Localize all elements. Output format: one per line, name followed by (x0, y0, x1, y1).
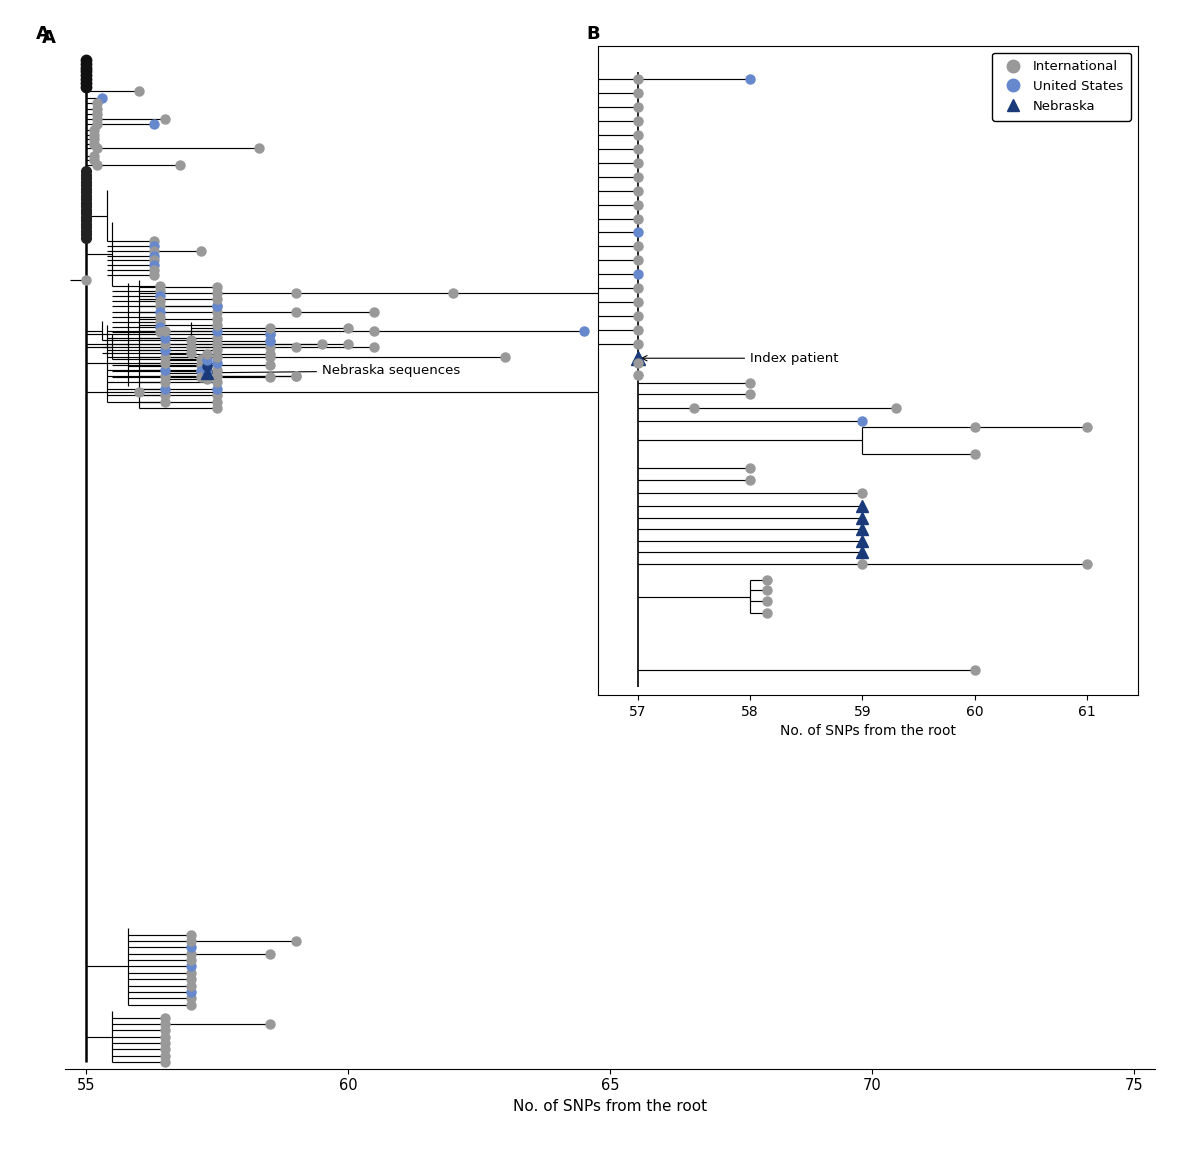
Text: A: A (36, 25, 50, 44)
Text: A: A (41, 29, 56, 47)
Text: B: B (587, 25, 600, 44)
Text: Nebraska sequences: Nebraska sequences (211, 364, 460, 377)
X-axis label: No. of SNPs from the root: No. of SNPs from the root (780, 724, 956, 739)
X-axis label: No. of SNPs from the root: No. of SNPs from the root (513, 1098, 707, 1113)
Text: Index patient: Index patient (642, 352, 839, 364)
Legend: International, United States, Nebraska: International, United States, Nebraska (992, 53, 1130, 121)
